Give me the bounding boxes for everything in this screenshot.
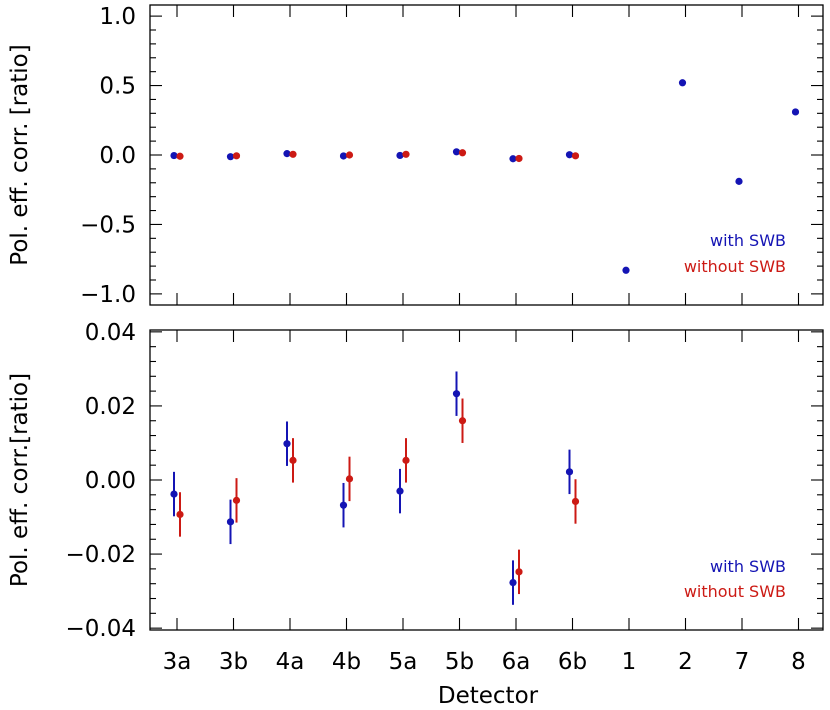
bottom-legend-with-swb: with SWB xyxy=(710,557,786,576)
y-tick-label: 0.0 xyxy=(99,143,136,169)
data-point xyxy=(565,468,574,476)
data-point xyxy=(339,501,348,509)
bottom-y-ticks: −0.04 −0.02 0.00 0.02 0.04 xyxy=(66,320,823,642)
data-point xyxy=(226,518,235,526)
data-point xyxy=(283,150,291,158)
top-y-axis-title: Pol. eff. corr. [ratio] xyxy=(7,44,33,265)
data-point xyxy=(396,151,404,160)
data-point xyxy=(226,153,235,161)
y-tick-label: −1.0 xyxy=(80,282,136,308)
data-point xyxy=(396,487,404,495)
x-tick-label: 2 xyxy=(678,649,693,675)
x-axis-title: Detector xyxy=(438,683,539,709)
data-point xyxy=(289,150,297,158)
data-point xyxy=(232,496,241,504)
data-point xyxy=(170,490,178,498)
data-point xyxy=(452,148,461,156)
data-point xyxy=(345,475,354,483)
x-tick-labels: 3a 3b 4a 4b 5a 5b 6a 6b 1 2 7 8 xyxy=(163,649,806,675)
data-point xyxy=(402,456,410,464)
top-panel: −1.0 −0.5 0.0 0.5 1.0 Pol. eff. corr. [ratio… xyxy=(7,4,824,308)
data-point xyxy=(339,152,348,160)
y-tick-label: 0.00 xyxy=(85,468,136,494)
x-tick-label: 5a xyxy=(389,649,418,675)
data-point xyxy=(791,108,800,116)
top-legend-with-swb: with SWB xyxy=(710,231,786,250)
data-point xyxy=(515,154,523,163)
data-point xyxy=(622,266,630,274)
x-tick-label: 5b xyxy=(445,649,474,675)
data-point xyxy=(345,151,354,159)
x-tick-label: 4b xyxy=(332,649,361,675)
bottom-panel: −0.04 −0.02 0.00 0.02 0.04 3a 3b 4a 4b 5a 5b 6a 6b 1… xyxy=(7,320,824,709)
data-point xyxy=(458,417,467,425)
data-point xyxy=(735,177,743,185)
x-tick-label: 1 xyxy=(622,649,637,675)
bottom-data-points xyxy=(170,371,580,605)
y-tick-label: 1.0 xyxy=(99,4,136,30)
y-tick-label: 0.5 xyxy=(99,74,136,100)
x-tick-label: 6a xyxy=(502,649,531,675)
data-point xyxy=(289,456,297,464)
top-legend-without-swb: without SWB xyxy=(684,257,786,276)
data-point xyxy=(176,510,184,519)
data-point xyxy=(176,152,184,160)
x-tick-label: 8 xyxy=(791,649,806,675)
data-point xyxy=(509,578,517,587)
data-point xyxy=(170,151,178,160)
bottom-x-ticks xyxy=(176,330,800,630)
x-tick-label: 7 xyxy=(735,649,750,675)
data-point xyxy=(571,152,580,160)
x-tick-label: 4a xyxy=(276,649,305,675)
data-point xyxy=(678,79,687,87)
data-point xyxy=(565,151,574,159)
y-tick-label: 0.04 xyxy=(85,320,136,346)
data-point xyxy=(452,390,461,398)
x-tick-label: 3b xyxy=(219,649,248,675)
top-y-ticks: −1.0 −0.5 0.0 0.5 1.0 xyxy=(80,4,823,308)
top-x-ticks xyxy=(176,5,800,305)
y-tick-label: −0.5 xyxy=(80,212,136,238)
x-tick-label: 6b xyxy=(558,649,587,675)
y-tick-label: 0.02 xyxy=(85,394,136,420)
top-data-points xyxy=(170,79,800,274)
bottom-y-axis-title: Pol. eff. corr.[ratio] xyxy=(7,373,33,587)
data-point xyxy=(458,149,467,157)
y-tick-label: −0.04 xyxy=(66,616,136,642)
x-tick-label: 3a xyxy=(163,649,192,675)
y-tick-label: −0.02 xyxy=(66,542,136,568)
data-point xyxy=(283,440,291,448)
bottom-legend-without-swb: without SWB xyxy=(684,582,786,601)
data-point xyxy=(509,155,517,163)
data-point xyxy=(402,150,410,158)
data-point xyxy=(515,568,523,576)
data-point xyxy=(571,497,580,506)
data-point xyxy=(232,152,241,160)
